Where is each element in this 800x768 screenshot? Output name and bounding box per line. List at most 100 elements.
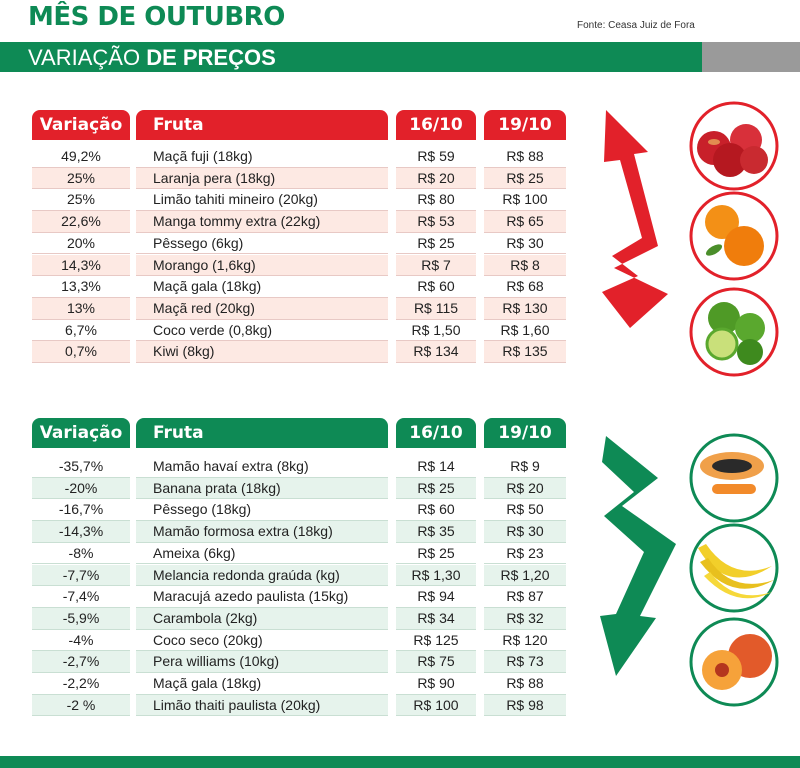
banner-gray-tab (702, 42, 800, 72)
table-row: -20% Banana prata (18kg) R$ 25 R$ 20 (32, 477, 566, 500)
variation-cell: 20% (32, 232, 130, 255)
fruit-cell: Pêssego (18kg) (136, 499, 388, 522)
variation-cell: 13% (32, 297, 130, 320)
col-header-fruta: Fruta (136, 418, 388, 448)
variation-cell: -35,7% (32, 456, 130, 478)
bananas-icon (689, 523, 779, 613)
price-date1-cell: R$ 125 (396, 629, 476, 652)
subtitle-banner (0, 42, 800, 72)
price-date1-cell: R$ 100 (396, 694, 476, 717)
price-date1-cell: R$ 25 (396, 542, 476, 565)
table-row: 22,6% Manga tommy extra (22kg) R$ 53 R$ 65 (32, 211, 566, 233)
col-header-date2: 19/10 (484, 110, 566, 140)
price-date1-cell: R$ 75 (396, 651, 476, 673)
price-date1-cell: R$ 90 (396, 673, 476, 695)
variation-cell: -7,4% (32, 586, 130, 608)
price-date1-cell: R$ 7 (396, 254, 476, 277)
table-row: 20% Pêssego (6kg) R$ 25 R$ 30 (32, 232, 566, 255)
footer-bar (0, 756, 800, 768)
apples-icon (689, 101, 779, 191)
price-date2-cell: R$ 65 (484, 211, 566, 233)
price-date2-cell: R$ 30 (484, 521, 566, 543)
variation-cell: -2,7% (32, 651, 130, 673)
col-header-variacao: Variação (32, 418, 130, 448)
table-row: -2,7% Pera williams (10kg) R$ 75 R$ 73 (32, 651, 566, 673)
fruit-cell: Maracujá azedo paulista (15kg) (136, 586, 388, 608)
price-date2-cell: R$ 68 (484, 276, 566, 298)
price-date1-cell: R$ 25 (396, 477, 476, 500)
col-header-fruta: Fruta (136, 110, 388, 140)
fruit-cell: Carambola (2kg) (136, 607, 388, 630)
red-up-arrow-icon (602, 110, 668, 328)
price-date2-cell: R$ 135 (484, 341, 566, 363)
source-note: Fonte: Ceasa Juiz de Fora (577, 20, 695, 31)
price-date2-cell: R$ 23 (484, 542, 566, 565)
page-subtitle: VARIAÇÃO DE PREÇOS (28, 45, 276, 70)
price-date1-cell: R$ 14 (396, 456, 476, 478)
fruit-cell: Mamão havaí extra (8kg) (136, 456, 388, 478)
variation-cell: 0,7% (32, 341, 130, 363)
price-date2-cell: R$ 32 (484, 607, 566, 630)
fruit-cell: Ameixa (6kg) (136, 542, 388, 565)
variation-cell: -2,2% (32, 673, 130, 695)
page-title: MÊS DE OUTUBRO (28, 2, 285, 32)
fruit-cell: Kiwi (8kg) (136, 341, 388, 363)
price-date2-cell: R$ 1,20 (484, 564, 566, 587)
price-date1-cell: R$ 25 (396, 232, 476, 255)
price-date2-cell: R$ 100 (484, 189, 566, 212)
fruit-cell: Laranja pera (18kg) (136, 167, 388, 190)
fruit-cell: Manga tommy extra (22kg) (136, 211, 388, 233)
col-header-variacao: Variação (32, 110, 130, 140)
price-date2-cell: R$ 1,60 (484, 319, 566, 342)
price-date2-cell: R$ 50 (484, 499, 566, 522)
variation-cell: 6,7% (32, 319, 130, 342)
price-date2-cell: R$ 73 (484, 651, 566, 673)
table-row: 25% Laranja pera (18kg) R$ 20 R$ 25 (32, 167, 566, 190)
price-date1-cell: R$ 34 (396, 607, 476, 630)
price-date1-cell: R$ 59 (396, 146, 476, 168)
fruit-cell: Limão thaiti paulista (20kg) (136, 694, 388, 717)
variation-cell: -8% (32, 542, 130, 565)
price-date1-cell: R$ 60 (396, 276, 476, 298)
fruit-cell: Maçã fuji (18kg) (136, 146, 388, 168)
price-date2-cell: R$ 88 (484, 673, 566, 695)
price-date1-cell: R$ 35 (396, 521, 476, 543)
price-date1-cell: R$ 53 (396, 211, 476, 233)
variation-cell: -2 % (32, 694, 130, 717)
price-date2-cell: R$ 98 (484, 694, 566, 717)
variation-cell: 25% (32, 189, 130, 212)
table-row: -5,9% Carambola (2kg) R$ 34 R$ 32 (32, 607, 566, 630)
limes-icon (689, 287, 779, 377)
fruit-cell: Limão tahiti mineiro (20kg) (136, 189, 388, 212)
variation-cell: -14,3% (32, 521, 130, 543)
fruit-illustrations (600, 101, 779, 707)
fruit-cell: Melancia redonda graúda (kg) (136, 564, 388, 587)
price-date2-cell: R$ 8 (484, 254, 566, 277)
variation-cell: 49,2% (32, 146, 130, 168)
table-row: -35,7% Mamão havaí extra (8kg) R$ 14 R$ 9 (32, 456, 566, 478)
table-row: -14,3% Mamão formosa extra (18kg) R$ 35 R$ … (32, 521, 566, 543)
price-date1-cell: R$ 134 (396, 341, 476, 363)
variation-cell: -16,7% (32, 499, 130, 522)
price-date2-cell: R$ 130 (484, 297, 566, 320)
peach-icon (689, 617, 779, 707)
table-row: 6,7% Coco verde (0,8kg) R$ 1,50 R$ 1,60 (32, 319, 566, 342)
price-date1-cell: R$ 80 (396, 189, 476, 212)
col-header-date1: 16/10 (396, 418, 476, 448)
price-date1-cell: R$ 20 (396, 167, 476, 190)
table-row: -4% Coco seco (20kg) R$ 125 R$ 120 (32, 629, 566, 652)
variation-cell: 22,6% (32, 211, 130, 233)
fruit-cell: Morango (1,6kg) (136, 254, 388, 277)
table-row: -7,7% Melancia redonda graúda (kg) R$ 1,30… (32, 564, 566, 587)
papaya-icon (689, 433, 779, 523)
price-date2-cell: R$ 9 (484, 456, 566, 478)
green-down-arrow-icon (600, 436, 676, 676)
table-row: 13% Maçã red (20kg) R$ 115 R$ 130 (32, 297, 566, 320)
fruit-cell: Maçã gala (18kg) (136, 276, 388, 298)
price-date2-cell: R$ 88 (484, 146, 566, 168)
variation-cell: -20% (32, 477, 130, 500)
table-row: 25% Limão tahiti mineiro (20kg) R$ 80 R$ 10… (32, 189, 566, 212)
price-date1-cell: R$ 94 (396, 586, 476, 608)
table-row: 13,3% Maçã gala (18kg) R$ 60 R$ 68 (32, 276, 566, 298)
price-date2-cell: R$ 30 (484, 232, 566, 255)
